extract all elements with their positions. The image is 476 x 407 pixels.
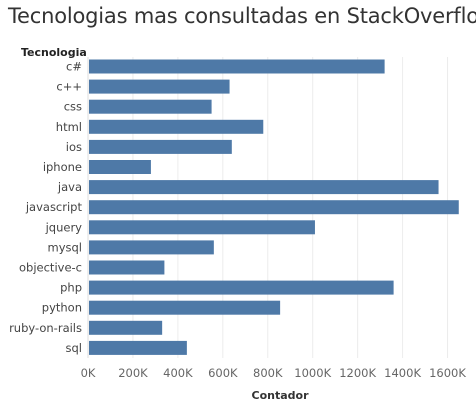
category-label: ruby-on-rails bbox=[9, 321, 82, 335]
category-label: iphone bbox=[43, 160, 82, 174]
bar[interactable] bbox=[89, 119, 264, 134]
category-label: objective-c bbox=[19, 261, 82, 275]
category-label: java bbox=[57, 180, 82, 194]
chart-title: Tecnologias mas consultadas en StackOver… bbox=[8, 4, 476, 28]
y-axis-title: Tecnologia bbox=[21, 46, 87, 59]
bar[interactable] bbox=[89, 59, 385, 74]
x-tick-label: 0K bbox=[81, 366, 96, 380]
bar[interactable] bbox=[89, 160, 151, 174]
category-label: ios bbox=[66, 140, 82, 154]
bar[interactable] bbox=[89, 99, 212, 114]
bar[interactable] bbox=[89, 280, 394, 295]
x-tick-label: 800K bbox=[253, 366, 283, 380]
category-label: javascript bbox=[25, 200, 83, 214]
x-tick-label: 1600K bbox=[429, 366, 466, 380]
x-tick-label: 1400K bbox=[384, 366, 421, 380]
category-label: html bbox=[56, 120, 82, 134]
category-label: c# bbox=[66, 60, 82, 74]
x-tick-label: 400K bbox=[163, 366, 193, 380]
bar[interactable] bbox=[89, 260, 165, 275]
bar[interactable] bbox=[89, 79, 230, 94]
bar[interactable] bbox=[89, 320, 163, 335]
category-label: sql bbox=[66, 341, 83, 355]
bar[interactable] bbox=[89, 340, 187, 355]
category-label: c++ bbox=[56, 80, 82, 94]
x-tick-label: 1200K bbox=[339, 366, 376, 380]
x-tick-label: 200K bbox=[118, 366, 148, 380]
category-label: python bbox=[42, 301, 82, 315]
x-tick-label: 1000K bbox=[294, 366, 331, 380]
category-label: jquery bbox=[45, 220, 83, 234]
x-axis-ticks: 0K 200K 400K 600K 800K 1000K 1200K 1400K 1600K bbox=[81, 366, 467, 380]
bar[interactable] bbox=[89, 220, 315, 235]
category-labels: c# c++ css html ios iphone java javascript jquer… bbox=[9, 60, 82, 355]
bars bbox=[89, 59, 459, 355]
x-axis-title: Contador bbox=[252, 389, 310, 402]
bar[interactable] bbox=[89, 200, 459, 215]
category-label: css bbox=[64, 100, 82, 114]
x-tick-label: 600K bbox=[208, 366, 238, 380]
category-label: php bbox=[60, 281, 82, 295]
bar[interactable] bbox=[89, 180, 439, 195]
bar[interactable] bbox=[89, 240, 214, 255]
category-label: mysql bbox=[48, 240, 83, 254]
bar[interactable] bbox=[89, 139, 232, 154]
bar[interactable] bbox=[89, 300, 281, 315]
